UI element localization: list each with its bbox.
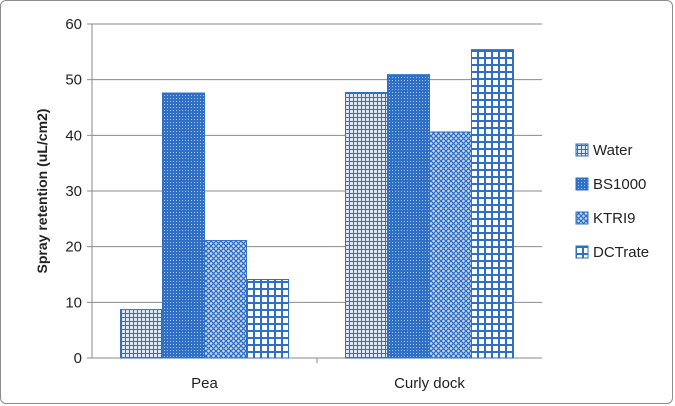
legend-swatch-bs1000 xyxy=(575,177,589,191)
y-axis-title: Spray retention (uL/cm2) xyxy=(34,109,50,274)
legend-swatch-dctrate xyxy=(575,245,589,259)
bar-bs1000-curly-dock xyxy=(387,74,430,359)
legend: Water BS1000 KTRI9 DCTrate xyxy=(575,142,649,261)
bars xyxy=(120,49,514,359)
tick-labels: 0 10 20 30 40 50 60 Pea Curly dock xyxy=(65,16,465,392)
bar-water-pea xyxy=(120,309,163,359)
bar-dctrate-pea xyxy=(246,279,289,359)
y-tick-label: 50 xyxy=(65,72,82,89)
legend-swatch-water xyxy=(575,143,589,157)
y-tick-label: 0 xyxy=(74,350,82,367)
bar-ktri9-pea xyxy=(204,240,247,359)
legend-label-dctrate: DCTrate xyxy=(593,244,649,261)
y-tick-label: 40 xyxy=(65,127,82,144)
bar-bs1000-pea xyxy=(162,92,205,359)
y-tick-label: 20 xyxy=(65,239,82,256)
bar-ktri9-curly-dock xyxy=(429,131,472,359)
bar-dctrate-curly-dock xyxy=(471,49,514,359)
legend-label-bs1000: BS1000 xyxy=(593,176,646,193)
legend-swatch-ktri9 xyxy=(575,211,589,225)
x-tick-label: Pea xyxy=(191,375,218,392)
bar-water-curly-dock xyxy=(345,91,388,359)
legend-label-water: Water xyxy=(593,142,632,159)
legend-label-ktri9: KTRI9 xyxy=(593,210,636,227)
y-tick-label: 10 xyxy=(65,294,82,311)
x-tick-label: Curly dock xyxy=(394,375,465,392)
y-tick-label: 30 xyxy=(65,183,82,200)
y-tick-label: 60 xyxy=(65,16,82,33)
